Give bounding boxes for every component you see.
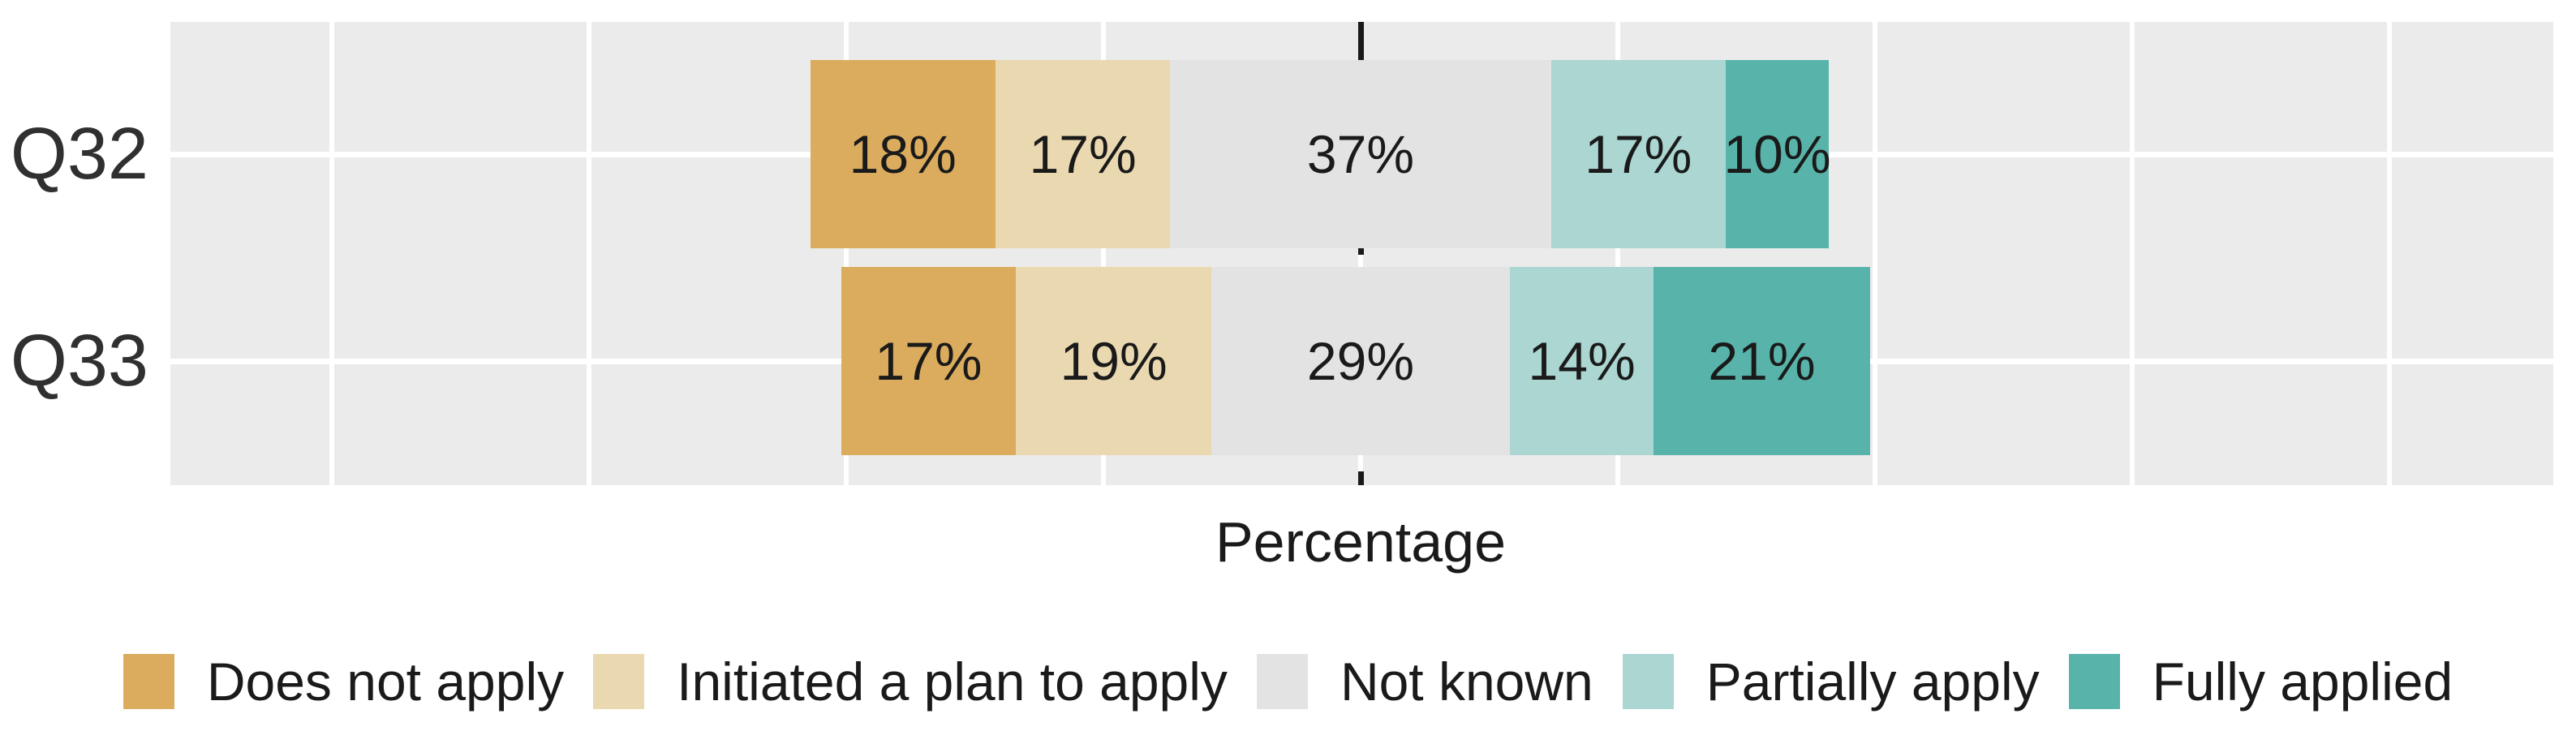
gridline-vertical	[329, 22, 334, 485]
bar-segment-label: 29%	[1306, 331, 1415, 391]
y-axis-label-q33: Q33	[10, 320, 148, 402]
bar-segment-label: 19%	[1060, 331, 1168, 391]
legend-label: Fully applied	[2152, 652, 2453, 712]
legend: Does not apply Initiated a plan to apply N…	[0, 647, 2576, 716]
legend-label: Partially apply	[1705, 652, 2040, 712]
gridline-vertical	[587, 22, 591, 485]
legend-item: Initiated a plan to apply	[593, 651, 1228, 712]
plot-panel: 18% 17% 37% 17% 10% 17% 19% 29% 14% 21%	[170, 22, 2553, 485]
bar-segment-label: 14%	[1528, 331, 1636, 391]
legend-swatch	[2068, 654, 2120, 709]
bar-segment-label: 17%	[1585, 124, 1692, 184]
bar-segment: 17%	[841, 267, 1017, 455]
gridline-vertical	[1101, 22, 1106, 485]
legend-label: Does not apply	[206, 652, 565, 712]
bar-segment: 14%	[1509, 267, 1654, 455]
bar-row-q32: 18% 17% 37% 17% 10%	[810, 60, 1831, 248]
bar-segment: 17%	[1550, 60, 1727, 248]
gridline-vertical	[2130, 22, 2135, 485]
bar-row-q33: 17% 19% 29% 14% 21%	[841, 267, 1870, 455]
gridline-vertical	[844, 22, 849, 485]
bar-segment-label: 10%	[1723, 124, 1831, 184]
legend-item: Not known	[1256, 651, 1593, 712]
bar-segment: 18%	[810, 60, 996, 248]
legend-swatch	[123, 654, 174, 709]
y-axis-label-q32: Q32	[10, 114, 148, 195]
legend-item: Does not apply	[123, 651, 564, 712]
legend-item: Partially apply	[1622, 651, 2040, 712]
bar-segment-label: 17%	[1029, 124, 1137, 184]
legend-item: Fully applied	[2068, 651, 2453, 712]
gridline-vertical	[1615, 22, 1620, 485]
bar-segment: 21%	[1654, 267, 1870, 455]
zero-reference-dashed-line	[1357, 22, 1364, 485]
legend-label: Not known	[1340, 652, 1593, 712]
legend-label: Initiated a plan to apply	[677, 652, 1228, 712]
bar-segment: 17%	[995, 60, 1171, 248]
bar-segment-label: 18%	[849, 124, 957, 184]
bar-segment: 29%	[1211, 267, 1510, 455]
x-axis-title: Percentage	[1215, 510, 1507, 574]
bar-segment-label: 21%	[1708, 331, 1816, 391]
legend-swatch	[1256, 654, 1308, 709]
gridline-vertical	[2387, 22, 2392, 485]
legend-swatch	[1622, 654, 1674, 709]
bar-segment: 10%	[1723, 60, 1831, 248]
bar-segment: 37%	[1170, 60, 1551, 248]
bar-segment-label: 17%	[875, 331, 983, 391]
legend-swatch	[593, 654, 645, 709]
gridline-vertical	[1873, 22, 1877, 485]
bar-segment: 19%	[1016, 267, 1212, 455]
bar-segment-label: 37%	[1306, 124, 1415, 184]
